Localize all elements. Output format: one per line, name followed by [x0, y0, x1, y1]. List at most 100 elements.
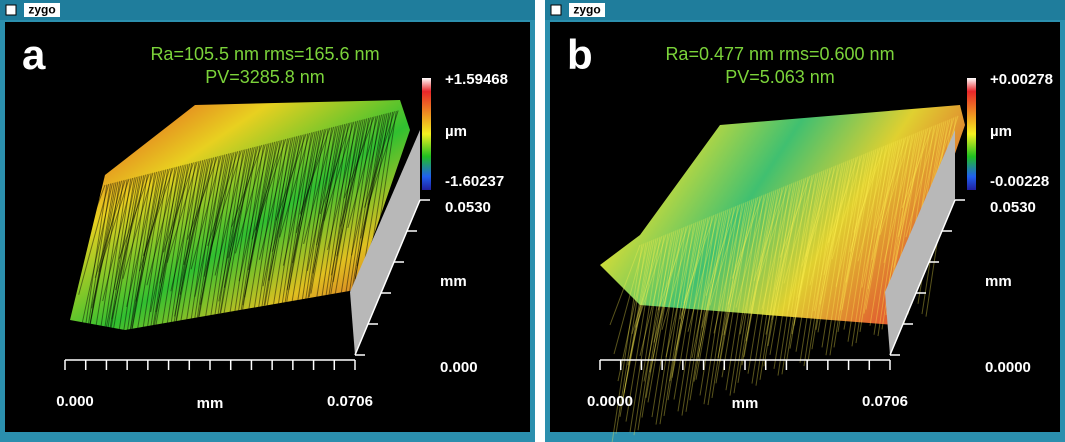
y-axis-unit: mm: [440, 273, 467, 290]
surface-texture: [831, 154, 863, 260]
surface-texture: [159, 163, 191, 284]
surface-texture: [887, 131, 919, 288]
surface-texture: [218, 148, 250, 302]
surface-texture: [873, 137, 905, 335]
surface-texture: [127, 171, 159, 351]
surface-texture: [216, 148, 248, 333]
surface-texture: [705, 205, 737, 296]
stats-line: Ra=105.5 nm rms=165.6 nm: [150, 44, 379, 64]
surface-texture: [761, 183, 793, 310]
surface-texture: [240, 142, 272, 320]
surface-texture: [116, 174, 148, 373]
colorbar: [422, 78, 431, 190]
surface-texture: [81, 183, 113, 323]
surface-texture: [367, 110, 399, 206]
surface-texture: [281, 132, 312, 326]
surface-texture: [120, 173, 152, 373]
surface-texture: [279, 132, 311, 238]
surface-texture: [227, 145, 259, 259]
surface-texture: [229, 145, 261, 345]
surface-texture: [629, 236, 661, 433]
surface-texture: [669, 220, 701, 382]
surface-texture: [308, 125, 340, 298]
surface-texture: [303, 126, 335, 244]
surface-texture: [643, 231, 675, 382]
surface-texture: [773, 178, 805, 369]
surface-texture: [751, 187, 783, 384]
surface-texture: [865, 140, 897, 310]
surface-texture: [222, 147, 253, 323]
surface-texture: [631, 235, 663, 335]
surface-texture: [665, 222, 697, 358]
surface-texture: [835, 153, 867, 287]
surface-texture: [277, 133, 309, 334]
surface-texture: [317, 123, 349, 321]
surface-texture: [144, 167, 176, 365]
surface-texture: [316, 123, 348, 246]
surface-texture: [787, 172, 819, 311]
surface-texture: [80, 183, 112, 375]
surface-texture: [146, 166, 178, 286]
surface-texture: [635, 234, 667, 328]
surface-texture: [273, 134, 305, 333]
surface-texture: [653, 226, 685, 343]
surface-texture: [244, 141, 276, 298]
surface-texture: [753, 186, 785, 282]
surface-texture: [611, 244, 643, 442]
surface-texture: [719, 200, 751, 363]
surface-texture: [867, 140, 899, 290]
y-axis-bottom: 0.0000: [985, 359, 1031, 376]
surface-texture: [260, 137, 292, 324]
surface-texture: [841, 150, 873, 310]
surface-texture: [783, 174, 815, 284]
stats-line: PV=5.063 nm: [725, 67, 835, 87]
surface-texture: [889, 131, 921, 295]
colorbar-unit: µm: [445, 123, 467, 140]
surface-texture: [321, 122, 353, 323]
surface-texture: [268, 135, 300, 281]
surface-texture: [723, 198, 755, 336]
surface-texture: [651, 227, 683, 418]
x-axis-start: 0.0000: [587, 393, 633, 410]
surface-texture: [137, 168, 169, 364]
surface-texture: [615, 242, 647, 434]
surface-texture: [679, 216, 711, 320]
surface-texture: [789, 171, 821, 349]
surface-texture: [813, 162, 845, 312]
surface-texture: [354, 113, 386, 280]
surface-texture: [236, 143, 268, 336]
surface-texture: [275, 133, 307, 221]
panel-body: zygo a Ra=105.5 nm rms=165.6 nm PV=3285.8 n…: [0, 0, 535, 442]
surface-texture: [174, 159, 206, 317]
surface-texture: [729, 196, 761, 396]
surface-texture: [759, 183, 791, 380]
surface-texture: [821, 158, 853, 348]
surface-texture: [251, 139, 283, 240]
surface-texture: [819, 159, 851, 305]
surface-texture: [78, 183, 110, 295]
colorbar-min: -0.00228: [990, 173, 1049, 190]
surface-texture: [328, 120, 360, 303]
close-box: [5, 4, 17, 16]
surface-texture: [214, 149, 246, 276]
app-name: zygo: [28, 3, 55, 17]
title-bar: [0, 0, 535, 20]
surface-texture: [621, 240, 653, 405]
surface-texture: [801, 166, 833, 267]
surface-texture: [304, 126, 336, 315]
surface-texture: [675, 218, 707, 351]
surface-texture: [613, 243, 645, 355]
surface-texture: [164, 161, 196, 362]
title-bar: [545, 0, 1065, 20]
surface-texture: [139, 168, 171, 272]
surface-texture: [323, 121, 355, 222]
surface-texture: [747, 188, 779, 374]
surface-texture: [336, 118, 368, 257]
surface-texture: [763, 182, 795, 367]
surface-texture: [657, 225, 689, 311]
surface-texture: [793, 170, 825, 326]
surface-texture: [231, 144, 263, 227]
y-axis: [354, 199, 421, 356]
surface-texture: [225, 146, 257, 338]
